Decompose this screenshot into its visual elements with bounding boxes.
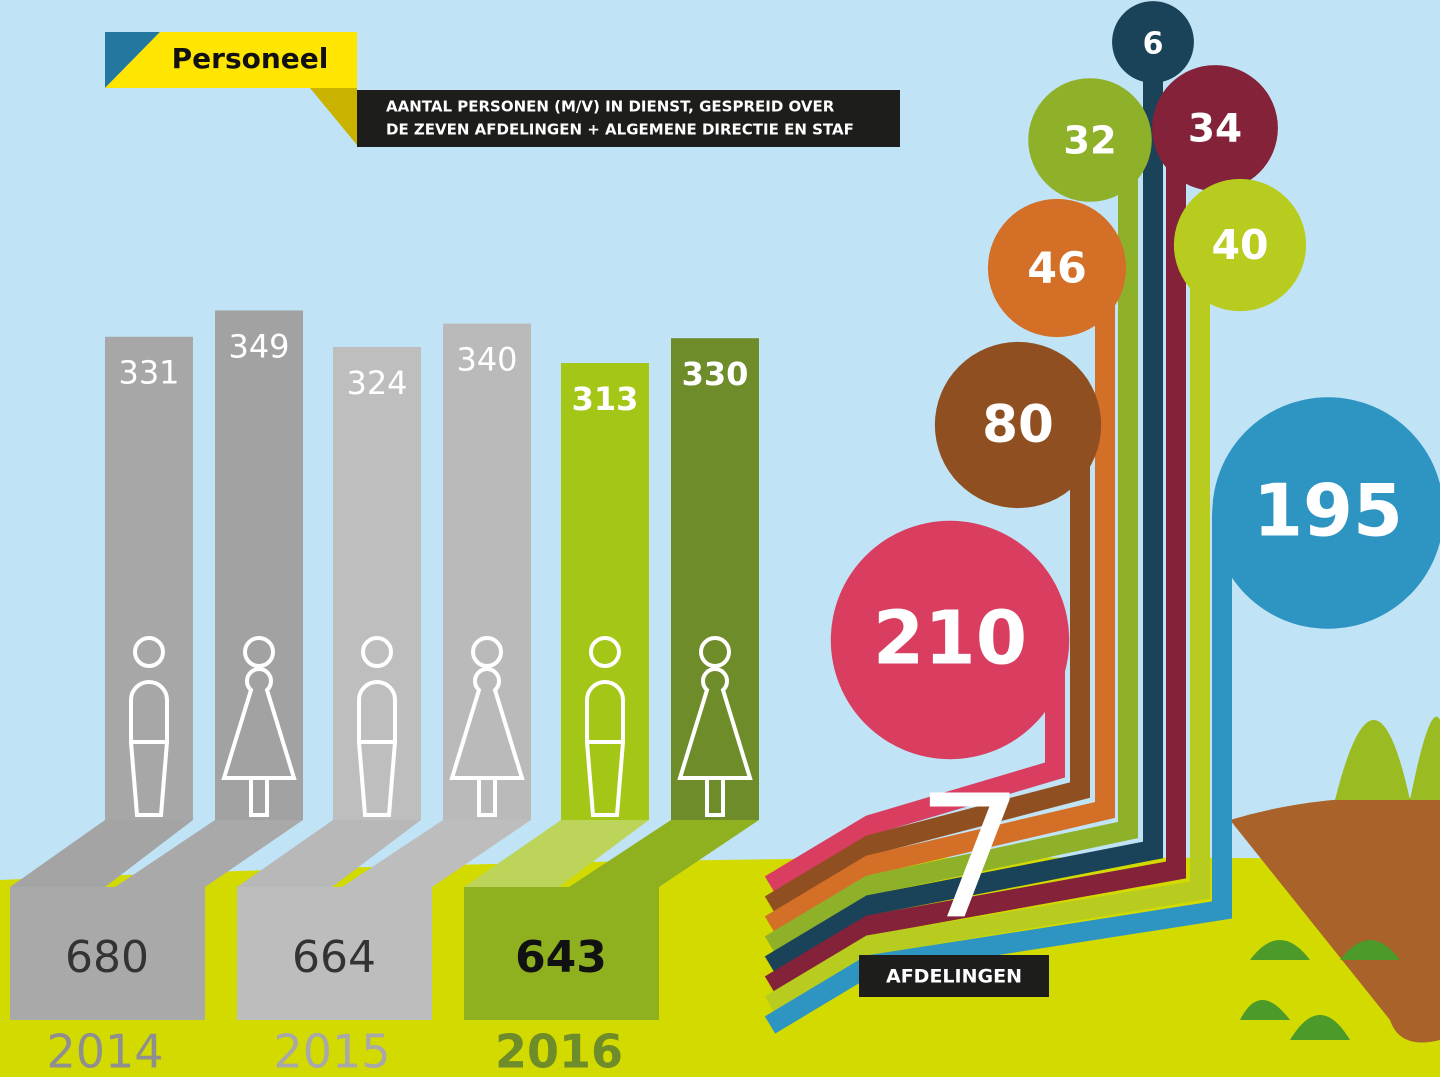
men-bar xyxy=(105,337,193,820)
total: 643 xyxy=(515,932,607,983)
department-value: 80 xyxy=(982,395,1054,455)
women-count: 349 xyxy=(228,327,289,365)
department-label: AFDELINGEN xyxy=(886,966,1022,988)
men-count: 313 xyxy=(572,380,639,418)
women-count: 340 xyxy=(456,341,517,379)
department-value: 32 xyxy=(1063,119,1116,164)
department-value: 46 xyxy=(1027,244,1087,294)
women-count: 330 xyxy=(682,355,749,393)
women-bar xyxy=(215,310,303,820)
men-bar xyxy=(561,363,649,820)
women-bar xyxy=(671,338,759,820)
total: 680 xyxy=(65,932,149,983)
year: 2016 xyxy=(495,1025,623,1077)
total: 664 xyxy=(292,932,376,983)
men-count: 324 xyxy=(346,364,407,402)
year: 2015 xyxy=(273,1025,390,1077)
department-value: 34 xyxy=(1188,107,1242,152)
department-value: 195 xyxy=(1253,469,1403,553)
men-count: 331 xyxy=(118,354,179,392)
subtitle: DE ZEVEN AFDELINGEN + ALGEMENE DIRECTIE … xyxy=(386,121,854,139)
department-value: 6 xyxy=(1143,27,1164,62)
men-bar xyxy=(333,347,421,820)
subtitle: AANTAL PERSONEN (M/V) IN DIENST, GESPREI… xyxy=(386,98,835,116)
year: 2014 xyxy=(46,1025,163,1077)
department-count: 7 xyxy=(916,759,1024,957)
department-value: 210 xyxy=(873,596,1027,682)
infographic: Personeel AANTAL PERSONEN (M/V) IN DIENS… xyxy=(0,0,1440,1077)
title: Personeel xyxy=(172,42,329,75)
women-bar xyxy=(443,324,531,820)
department-value: 40 xyxy=(1211,221,1268,269)
